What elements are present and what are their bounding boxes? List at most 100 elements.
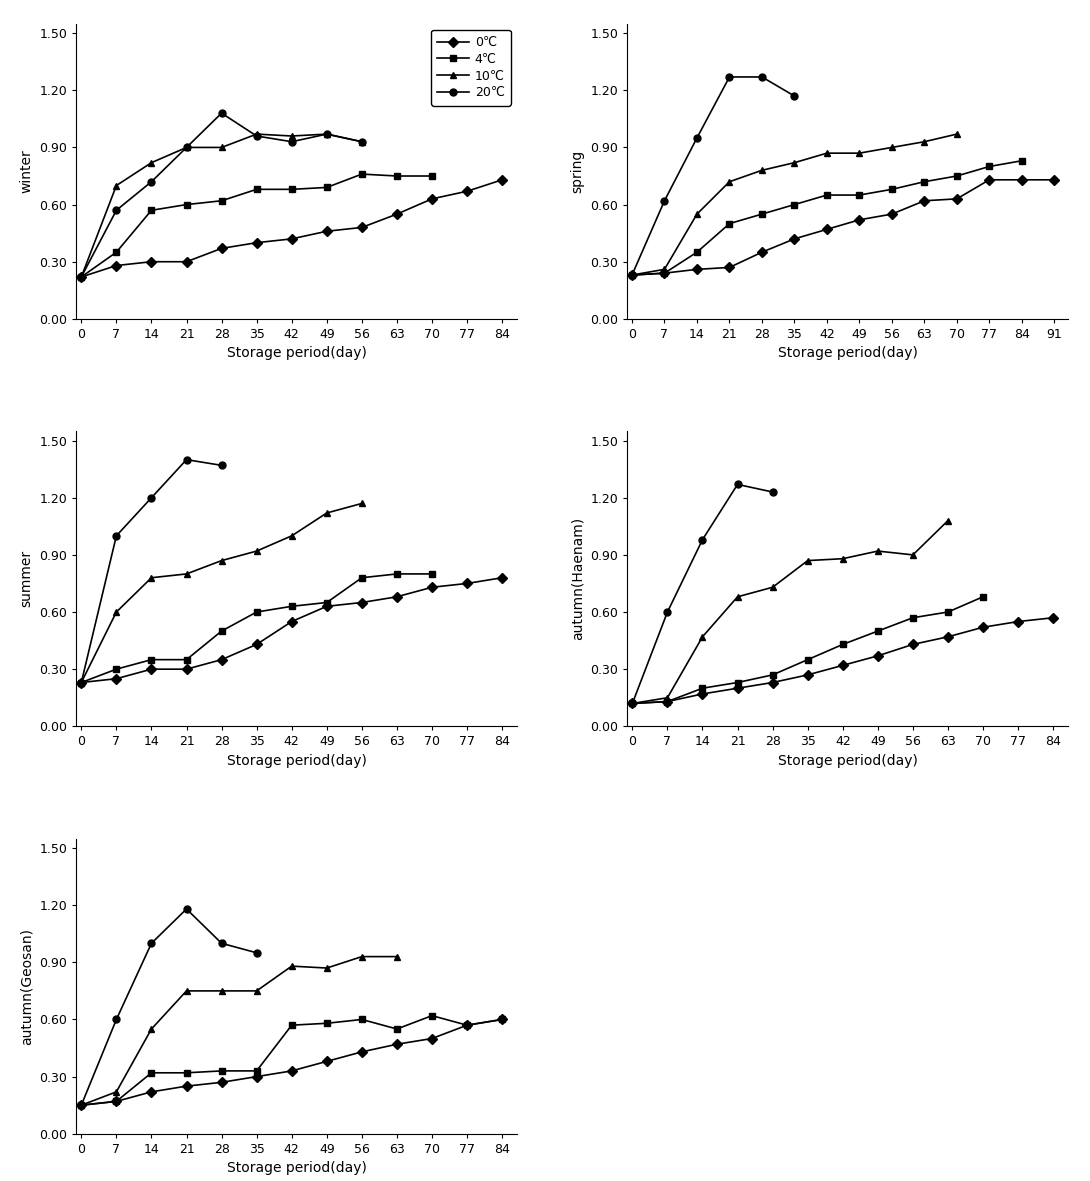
10℃ [180, 141, 193, 155]
4℃ [180, 1065, 193, 1079]
4℃ [286, 1018, 299, 1032]
Line: 10℃: 10℃ [629, 131, 960, 279]
0℃ [885, 207, 898, 221]
0℃ [320, 1055, 334, 1069]
4℃ [950, 169, 964, 183]
4℃ [918, 175, 931, 189]
Line: 0℃: 0℃ [77, 1016, 506, 1109]
10℃ [286, 129, 299, 143]
Y-axis label: autumn(Geosan): autumn(Geosan) [20, 927, 34, 1045]
4℃ [320, 1016, 334, 1030]
0℃ [661, 694, 674, 709]
4℃ [355, 570, 368, 585]
0℃ [180, 255, 193, 269]
4℃ [110, 663, 123, 677]
20℃ [766, 485, 779, 500]
0℃ [852, 213, 865, 227]
4℃ [977, 589, 990, 603]
0℃ [110, 672, 123, 686]
0℃ [626, 268, 639, 282]
X-axis label: Storage period(day): Storage period(day) [778, 346, 918, 360]
4℃ [755, 207, 768, 221]
4℃ [731, 676, 744, 690]
20℃ [75, 1098, 88, 1113]
4℃ [460, 1018, 473, 1032]
X-axis label: Storage period(day): Storage period(day) [778, 753, 918, 768]
0℃ [250, 638, 263, 652]
10℃ [250, 544, 263, 559]
4℃ [286, 182, 299, 196]
Line: 4℃: 4℃ [629, 593, 986, 707]
4℃ [871, 624, 884, 638]
10℃ [250, 984, 263, 998]
4℃ [215, 194, 228, 208]
0℃ [460, 184, 473, 198]
4℃ [496, 1012, 509, 1026]
10℃ [180, 567, 193, 581]
10℃ [215, 141, 228, 155]
X-axis label: Storage period(day): Storage period(day) [227, 1161, 366, 1175]
4℃ [320, 595, 334, 609]
10℃ [907, 548, 920, 562]
20℃ [110, 203, 123, 217]
0℃ [626, 697, 639, 711]
4℃ [821, 188, 834, 202]
Legend: 0℃, 4℃, 10℃, 20℃: 0℃, 4℃, 10℃, 20℃ [431, 30, 511, 105]
4℃ [390, 567, 403, 581]
20℃ [75, 270, 88, 285]
4℃ [145, 653, 158, 667]
4℃ [983, 159, 996, 174]
0℃ [1046, 611, 1059, 625]
4℃ [145, 203, 158, 217]
10℃ [250, 128, 263, 142]
4℃ [215, 1064, 228, 1078]
0℃ [731, 681, 744, 696]
4℃ [110, 246, 123, 260]
20℃ [731, 477, 744, 491]
0℃ [355, 221, 368, 235]
4℃ [425, 1009, 438, 1023]
10℃ [320, 505, 334, 520]
10℃ [215, 554, 228, 568]
0℃ [215, 653, 228, 667]
10℃ [871, 544, 884, 559]
4℃ [852, 188, 865, 202]
4℃ [788, 197, 801, 211]
Y-axis label: summer: summer [20, 550, 34, 607]
10℃ [766, 580, 779, 594]
0℃ [215, 1075, 228, 1089]
4℃ [425, 567, 438, 581]
0℃ [75, 1098, 88, 1113]
0℃ [286, 614, 299, 628]
0℃ [1015, 172, 1028, 187]
Line: 10℃: 10℃ [629, 517, 952, 707]
4℃ [250, 605, 263, 619]
10℃ [286, 529, 299, 543]
10℃ [75, 270, 88, 285]
4℃ [626, 268, 639, 282]
Line: 0℃: 0℃ [629, 176, 1057, 279]
0℃ [983, 172, 996, 187]
0℃ [918, 194, 931, 208]
10℃ [75, 1098, 88, 1113]
0℃ [460, 1018, 473, 1032]
10℃ [852, 146, 865, 161]
4℃ [250, 182, 263, 196]
4℃ [320, 181, 334, 195]
0℃ [286, 1064, 299, 1078]
20℃ [145, 937, 158, 951]
0℃ [1012, 614, 1025, 628]
0℃ [75, 270, 88, 285]
0℃ [690, 262, 703, 276]
0℃ [836, 658, 849, 672]
20℃ [690, 131, 703, 145]
20℃ [215, 937, 228, 951]
10℃ [110, 605, 123, 619]
10℃ [286, 959, 299, 973]
0℃ [180, 1079, 193, 1094]
4℃ [690, 246, 703, 260]
4℃ [425, 169, 438, 183]
0℃ [390, 589, 403, 603]
0℃ [286, 231, 299, 246]
20℃ [723, 70, 736, 84]
